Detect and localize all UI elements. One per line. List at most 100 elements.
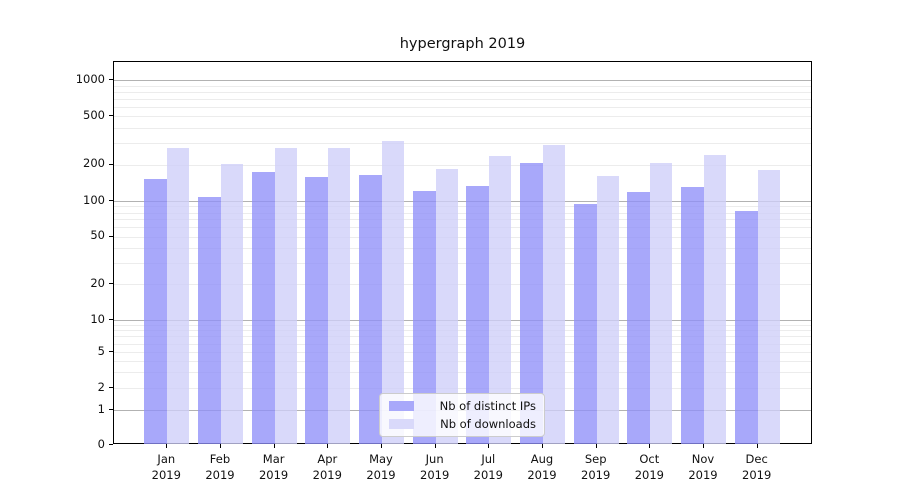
- x-tick-label-aug: Aug 2019: [527, 452, 557, 482]
- y-tick-label-20: 20: [90, 275, 105, 290]
- y-tick-label-500: 500: [83, 107, 105, 122]
- bar-ips-mar-2019: [251, 171, 275, 444]
- bar-downloads-jan-2019: [167, 147, 190, 444]
- bar-downloads-jun-2019: [435, 168, 458, 444]
- legend: Nb of distinct IPs Nb of downloads: [379, 393, 545, 437]
- y-tick-label-1: 1: [97, 401, 105, 416]
- bar-downloads-feb-2019: [220, 164, 243, 444]
- legend-label-downloads: Nb of downloads: [440, 417, 536, 431]
- legend-row-downloads: Nb of downloads: [389, 417, 536, 431]
- x-tick-mar: [273, 444, 275, 448]
- bar-downloads-aug-2019: [542, 145, 565, 444]
- bar-ips-jan-2019: [144, 178, 168, 444]
- y-tick-label-1000: 1000: [75, 71, 105, 86]
- gridline-60: [114, 227, 811, 229]
- x-tick-jun: [434, 444, 436, 448]
- bar-downloads-nov-2019: [704, 154, 726, 444]
- x-tick-label-mar: Mar 2019: [258, 452, 289, 482]
- y-tick-label-50: 50: [90, 228, 105, 243]
- y-tick-500: [109, 115, 113, 117]
- bar-downloads-jul-2019: [489, 155, 512, 444]
- x-tick-label-oct: Oct 2019: [634, 452, 664, 482]
- bar-downloads-apr-2019: [328, 147, 351, 444]
- gridline-8: [114, 330, 811, 332]
- y-tick-1000: [109, 79, 113, 80]
- gridline-600: [114, 106, 811, 108]
- y-tick-50: [109, 235, 113, 237]
- y-tick-200: [109, 163, 113, 165]
- x-tick-label-apr: Apr 2019: [312, 452, 342, 482]
- gridline-30: [114, 263, 811, 265]
- bar-downloads-dec-2019: [757, 170, 780, 444]
- x-tick-label-jul: Jul 2019: [473, 452, 503, 482]
- plot-area: [113, 61, 812, 444]
- gridline-80: [114, 212, 811, 214]
- x-tick-sep: [595, 444, 597, 448]
- bar-ips-apr-2019: [305, 176, 329, 444]
- legend-row-distinct-ips: Nb of distinct IPs: [389, 399, 536, 413]
- legend-swatch-distinct-ips: [389, 401, 414, 411]
- x-tick-may: [380, 444, 382, 448]
- bar-ips-sep-2019: [573, 203, 597, 444]
- y-tick-2: [109, 387, 113, 388]
- bar-ips-dec-2019: [734, 211, 758, 444]
- gridline-100: [114, 201, 811, 202]
- chart-title: hypergraph 2019: [399, 36, 526, 52]
- x-tick-dec: [756, 444, 758, 448]
- bar-downloads-oct-2019: [650, 163, 673, 444]
- bars-layer: [114, 62, 811, 444]
- x-tick-jan: [166, 444, 168, 448]
- gridline-90: [114, 206, 811, 208]
- x-tick-nov: [703, 444, 704, 448]
- gridline-40: [114, 248, 811, 250]
- y-tick-label-200: 200: [83, 156, 105, 171]
- x-tick-aug: [541, 444, 543, 448]
- x-tick-oct: [649, 444, 651, 448]
- gridline-200: [114, 164, 811, 166]
- y-tick-100: [109, 200, 113, 201]
- y-tick-label-10: 10: [90, 311, 105, 326]
- bar-downloads-mar-2019: [274, 147, 297, 444]
- bar-ips-aug-2019: [519, 162, 543, 444]
- x-tick-label-dec: Dec 2019: [742, 452, 772, 482]
- gridline-800: [114, 91, 811, 93]
- gridline-2: [114, 388, 811, 389]
- gridline-70: [114, 219, 811, 221]
- x-tick-apr: [327, 444, 329, 448]
- y-tick-20: [109, 283, 113, 285]
- gridline-6: [114, 343, 811, 345]
- y-tick-label-0: 0: [97, 436, 105, 451]
- bar-ips-feb-2019: [197, 196, 221, 444]
- x-tick-label-jun: Jun 2019: [420, 452, 450, 482]
- gridline-9: [114, 324, 811, 326]
- bar-ips-may-2019: [358, 175, 382, 444]
- bar-ips-oct-2019: [627, 191, 651, 444]
- gridline-10: [114, 320, 811, 321]
- bar-ips-jun-2019: [412, 190, 436, 444]
- gridline-500: [114, 116, 811, 118]
- gridline-300: [114, 143, 811, 145]
- bar-ips-nov-2019: [681, 186, 704, 444]
- bar-downloads-sep-2019: [596, 175, 619, 444]
- gridline-5: [114, 352, 811, 353]
- gridline-400: [114, 128, 811, 130]
- gridline-3: [114, 372, 811, 374]
- y-tick-5: [109, 351, 113, 352]
- gridline-7: [114, 336, 811, 338]
- y-tick-1: [109, 409, 113, 410]
- gridline-4: [114, 360, 811, 362]
- gridline-1000: [114, 80, 811, 81]
- x-tick-jul: [488, 444, 490, 448]
- gridline-50: [114, 236, 811, 238]
- x-tick-label-may: May 2019: [366, 452, 396, 482]
- y-tick-label-2: 2: [97, 379, 105, 394]
- y-tick-0: [109, 444, 113, 445]
- gridline-700: [114, 98, 811, 100]
- x-tick-label-jan: Jan 2019: [151, 452, 181, 482]
- bar-ips-jul-2019: [466, 186, 490, 444]
- x-tick-label-sep: Sep 2019: [581, 452, 611, 482]
- x-tick-label-feb: Feb 2019: [205, 452, 235, 482]
- x-tick-label-nov: Nov 2019: [688, 452, 718, 482]
- y-tick-label-5: 5: [97, 343, 105, 358]
